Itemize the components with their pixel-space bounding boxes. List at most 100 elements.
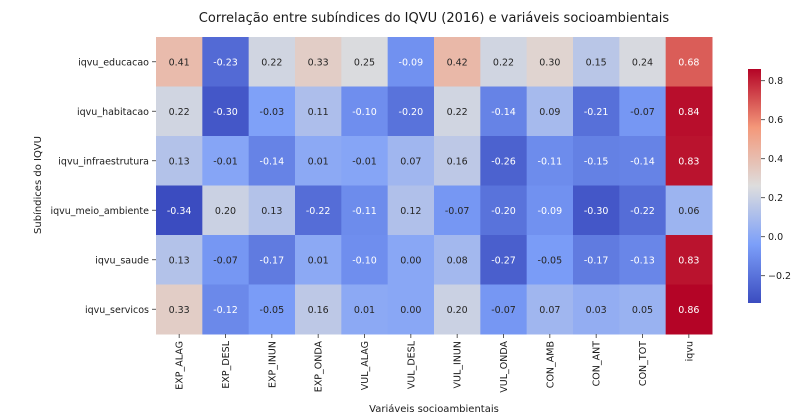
heatmap-cell xyxy=(573,185,620,236)
heatmap-cell xyxy=(434,185,481,236)
cell-value-label: -0.20 xyxy=(399,107,424,118)
cell-value-label: 0.15 xyxy=(586,57,607,68)
heatmap-cell xyxy=(156,235,203,285)
cell-value-label: -0.30 xyxy=(584,206,609,217)
cell-value-label: -0.14 xyxy=(260,156,285,167)
x-axis-label: Variáveis socioambientais xyxy=(369,403,499,415)
cell-value-label: -0.22 xyxy=(630,206,655,217)
cell-value-label: 0.06 xyxy=(678,206,699,217)
heatmap-cell xyxy=(341,86,389,137)
heatmap-cell xyxy=(156,284,203,335)
cell-value-label: -0.03 xyxy=(260,107,285,118)
heatmap-cell xyxy=(434,235,481,285)
heatmap-cell xyxy=(248,136,296,186)
cell-value-label: 0.00 xyxy=(400,305,421,316)
column-label: VUL_INUN xyxy=(453,341,464,388)
column-label: CON_TOT xyxy=(638,341,649,386)
heatmap-cell xyxy=(387,284,435,335)
heatmap-cell xyxy=(156,37,203,87)
heatmap-cell xyxy=(248,86,296,137)
cell-value-label: -0.11 xyxy=(352,206,377,217)
cell-value-label: 0.20 xyxy=(447,305,468,316)
colorbar-tick-label: 0.4 xyxy=(768,154,783,165)
row-label: iqvu_educacao xyxy=(78,57,149,68)
row-labels: iqvu_educacao iqvu_habitacao iqvu_infraest… xyxy=(50,57,156,316)
heatmap-cell xyxy=(480,284,528,335)
column-label: CON_AMB xyxy=(545,341,556,388)
heatmap-cell xyxy=(573,37,620,87)
cell-value-label: -0.26 xyxy=(491,156,516,167)
heatmap-cell xyxy=(619,284,667,335)
colorbar-tick-label: 0.8 xyxy=(768,76,783,87)
cell-value-label: -0.05 xyxy=(260,305,285,316)
heatmap-cell xyxy=(665,235,713,285)
heatmap-cell xyxy=(526,185,574,236)
heatmap-cell xyxy=(665,37,713,87)
cell-value-label: 0.84 xyxy=(678,107,699,118)
heatmap-cell xyxy=(341,235,389,285)
cell-value-label: 0.12 xyxy=(400,206,421,217)
cell-value-label: 0.07 xyxy=(400,156,421,167)
column-label: EXP_DESL xyxy=(221,340,232,388)
column-label: CON_ANT xyxy=(592,341,603,387)
heatmap-cell xyxy=(341,185,389,236)
cell-value-label: 0.68 xyxy=(678,57,699,68)
heatmap-cell xyxy=(480,86,528,137)
heatmap-cell xyxy=(248,185,296,236)
cell-value-label: -0.11 xyxy=(538,156,563,167)
cell-value-label: 0.83 xyxy=(678,156,699,167)
colorbar-gradient xyxy=(748,69,761,303)
heatmap-cell xyxy=(202,86,250,137)
cell-value-label: 0.86 xyxy=(678,305,699,316)
heatmap-cell xyxy=(573,136,620,186)
cell-value-label: 0.22 xyxy=(447,107,468,118)
cell-value-label: -0.15 xyxy=(584,156,609,167)
heatmap-cell xyxy=(480,136,528,186)
heatmap-cell xyxy=(202,284,250,335)
cell-value-label: -0.05 xyxy=(538,255,563,266)
heatmap-cell xyxy=(156,86,203,137)
cell-value-label: 0.25 xyxy=(354,57,375,68)
heatmap-cell xyxy=(341,284,389,335)
cell-value-label: -0.21 xyxy=(584,107,609,118)
cell-value-label: 0.20 xyxy=(215,206,236,217)
colorbar: −0.2 0.0 0.2 0.4 0.6 0.8 xyxy=(748,69,791,303)
cell-value-label: 0.22 xyxy=(261,57,282,68)
cell-value-label: -0.10 xyxy=(352,107,377,118)
cell-value-label: -0.09 xyxy=(399,57,424,68)
cell-value-label: 0.33 xyxy=(308,57,329,68)
row-label: iqvu_meio_ambiente xyxy=(50,206,149,217)
cell-value-label: 0.13 xyxy=(261,206,282,217)
heatmap-cell xyxy=(248,235,296,285)
cell-value-label: -0.22 xyxy=(306,206,331,217)
cell-value-label: 0.01 xyxy=(354,305,375,316)
heatmap-cell xyxy=(295,284,342,335)
column-label: EXP_ONDA xyxy=(314,341,325,393)
cell-value-label: -0.34 xyxy=(167,206,192,217)
cell-value-label: 0.41 xyxy=(169,57,190,68)
heatmap-cell xyxy=(434,284,481,335)
heatmap-cell xyxy=(202,235,250,285)
row-label: iqvu_servicos xyxy=(85,305,149,316)
heatmap-cell xyxy=(526,235,574,285)
column-labels: EXP_ALAG EXP_DESL EXP_INUN EXP_ONDA VUL_ALAG… xyxy=(175,334,695,393)
heatmap-cell xyxy=(619,235,667,285)
cell-value-label: 0.22 xyxy=(169,107,190,118)
cell-value-label: 0.00 xyxy=(400,255,421,266)
cell-value-label: -0.07 xyxy=(213,255,238,266)
cell-value-label: -0.17 xyxy=(260,255,285,266)
heatmap-cell xyxy=(619,86,667,137)
colorbar-tick-label: −0.2 xyxy=(768,271,791,282)
heatmap-cell xyxy=(295,86,342,137)
cell-value-label: 0.09 xyxy=(539,107,560,118)
heatmap-cell xyxy=(295,37,342,87)
heatmap-cell xyxy=(480,235,528,285)
heatmap-cell xyxy=(526,37,574,87)
cell-value-label: 0.11 xyxy=(308,107,329,118)
heatmap-cell xyxy=(434,37,481,87)
cell-value-label: -0.01 xyxy=(352,156,377,167)
cell-value-label: 0.01 xyxy=(308,255,329,266)
heatmap-cell xyxy=(202,185,250,236)
heatmap-cell xyxy=(387,86,435,137)
cell-value-label: 0.01 xyxy=(308,156,329,167)
